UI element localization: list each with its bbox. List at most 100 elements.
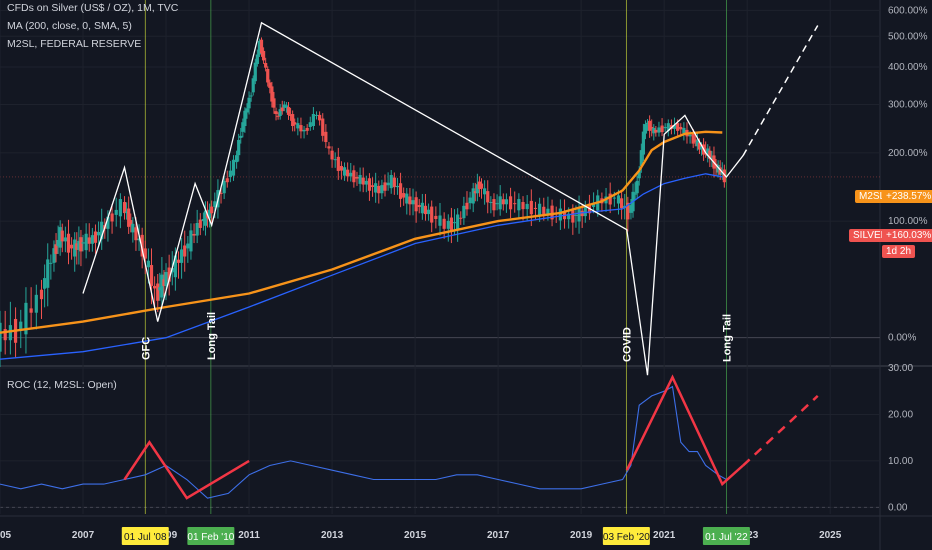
candle-body [704,150,708,152]
candle-body [143,248,147,259]
event-date-badge-bg [187,527,235,545]
candle-body [100,221,104,240]
candle-body [417,205,421,207]
candle-body [225,178,229,183]
candle-body [311,114,315,127]
candle-body [389,175,393,189]
event-annotation: GFC [140,337,152,360]
m2sl-tag-value: +238.57% [882,190,932,203]
time-tick: 2011 [238,530,260,541]
candle-body [3,329,7,341]
candle-body [245,108,249,113]
event-date-badge-bg [602,527,650,545]
m2sl-line [0,173,723,360]
candle-body [79,237,83,252]
candle-body [538,203,542,216]
candle-body [305,127,309,131]
roc-projection-dashed [742,394,819,467]
candle-body [666,123,670,131]
candle-body [198,219,202,228]
candle-body [162,279,166,286]
candle-body [342,167,347,176]
candle-body [125,211,129,214]
candle-body [137,238,141,241]
candle-body [149,265,154,286]
candle-body [408,196,412,205]
candle-body [52,248,56,263]
candle-body [241,122,245,132]
candle-body [574,214,578,216]
legend-roc[interactable]: ROC (12, M2SL: Open) [7,379,117,391]
candle-body [247,97,251,109]
candle-body [346,169,350,177]
candle-body [39,289,44,300]
candle-body [652,127,656,134]
candle-body [122,202,127,214]
time-tick: 2015 [404,530,427,541]
legend-ma[interactable]: MA (200, close, 0, SMA, 5) [7,20,132,32]
candle-body [420,202,424,214]
candle-body [189,230,193,252]
candle-body [34,294,38,313]
candle-body [43,278,47,289]
event-date-badge: 01 Feb '10 [187,532,234,543]
candle-body [533,207,538,209]
candle-body [402,193,406,198]
legend-m2sl[interactable]: M2SL, FEDERAL RESERVE [7,38,142,50]
candle-body [616,195,621,204]
roc-y-tick: 10.00 [888,456,913,467]
candle-body [483,188,487,195]
candle-body [213,201,217,207]
candle-body [633,193,637,195]
candle-body [679,126,683,130]
candle-body [546,208,550,215]
candle-body [339,166,344,171]
candle-body [583,206,587,217]
candle-body [46,259,50,288]
candle-body [270,86,274,102]
candle-body [201,218,205,222]
candle-body [156,283,160,301]
candle-body [93,231,98,243]
candle-body [386,182,390,186]
candle-body [131,223,135,233]
candle-body [716,164,720,173]
candle-body [284,105,289,108]
main-y-tick: 0.00% [888,333,916,344]
candle-body [186,243,190,249]
candle-body [127,208,131,227]
candle-body [663,126,667,129]
candle-body [106,216,110,229]
candle-body [438,215,442,226]
candle-body [641,131,645,155]
candle-body [380,185,384,194]
candle-body [710,157,714,159]
candle-body [167,267,171,282]
candle-body [517,199,521,211]
candle-body [395,185,400,188]
main-y-tick: 400.00% [888,62,928,73]
candle-body [475,184,479,194]
candle-body [456,214,460,230]
candle-body [56,239,60,246]
roc-y-tick: 20.00 [888,409,913,420]
event-date-badge: 01 Jul '08 [124,532,167,543]
candle-body [525,203,529,210]
legend-symbol[interactable]: CFDs on Silver (US$ / OZ), 1M, TVC [7,2,179,14]
candle-body [637,170,641,179]
candle-body [90,235,94,244]
candle-body [688,134,692,137]
candle-body [720,172,724,175]
event-annotation: COVID [621,327,633,362]
candle-body [693,139,697,143]
candle-body [695,140,699,147]
candle-body [110,213,114,222]
candle-body [24,302,28,335]
candle-body [676,123,680,131]
candle-body [278,109,282,117]
candle-body [577,207,581,222]
candle-body [324,131,328,143]
silver-projection-dashed [742,25,819,157]
candle-body [542,206,546,215]
